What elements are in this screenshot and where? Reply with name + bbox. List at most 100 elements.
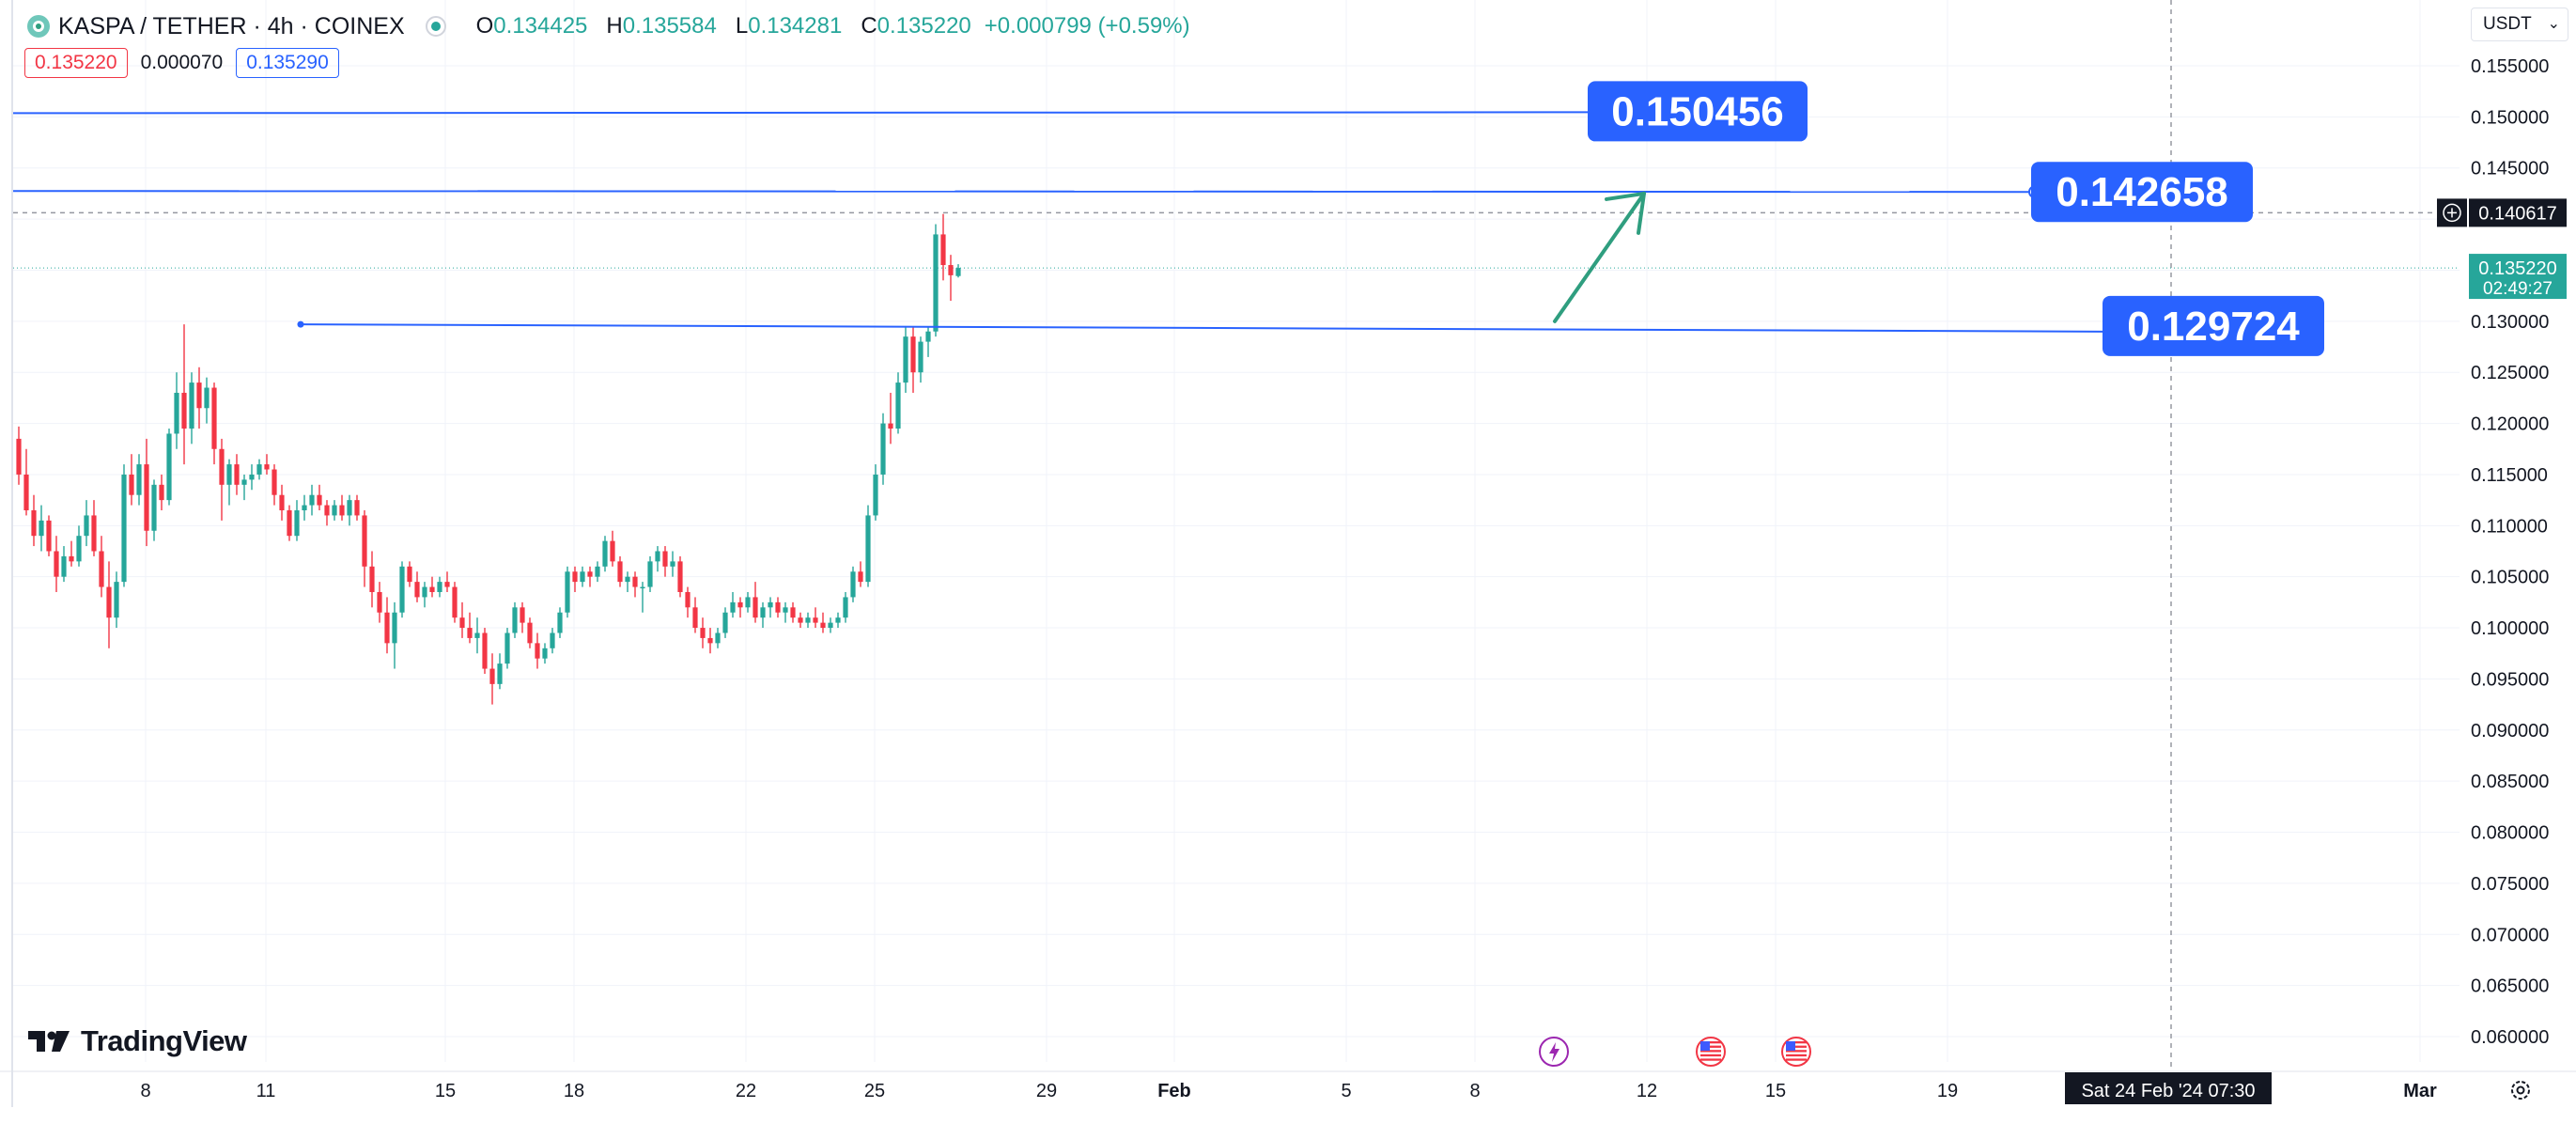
candles bbox=[16, 213, 961, 705]
candle-body bbox=[414, 582, 420, 598]
candle bbox=[91, 500, 97, 556]
candle-body bbox=[302, 505, 307, 511]
candle bbox=[670, 551, 675, 577]
candle bbox=[542, 643, 548, 664]
candle-body bbox=[933, 234, 939, 332]
flag-stripe bbox=[1786, 1050, 1807, 1053]
time-axis[interactable]: 8 11 15 18 22 25 29 Feb 5 8 12 15 19 Mar Sat 24 Feb '2… bbox=[140, 1072, 2530, 1104]
candle-body bbox=[39, 520, 44, 537]
candle-body bbox=[399, 566, 405, 613]
price-axis[interactable]: 0.1550000.1500000.1450000.1400000.135000… bbox=[2437, 56, 2567, 1048]
candle-body bbox=[865, 515, 871, 583]
candle-body bbox=[880, 423, 886, 475]
candle-body bbox=[948, 265, 954, 275]
candle bbox=[775, 597, 781, 618]
candle-body bbox=[339, 505, 345, 516]
candle-body bbox=[858, 571, 863, 583]
bar-countdown-label: 02:49:27 bbox=[2483, 279, 2553, 299]
level-line-low[interactable] bbox=[300, 323, 2105, 333]
candle-body bbox=[820, 622, 826, 629]
flag-canton bbox=[1700, 1041, 1710, 1051]
candle bbox=[174, 372, 179, 449]
level-top-label-text[interactable]: 0.150456 bbox=[1611, 88, 1784, 134]
candle bbox=[166, 429, 172, 506]
candle-body bbox=[204, 387, 209, 409]
candle bbox=[219, 438, 225, 521]
candle-body bbox=[459, 617, 465, 629]
candle-body bbox=[392, 612, 397, 644]
price-tick-label: 0.065000 bbox=[2471, 976, 2549, 997]
symbol-title[interactable]: KASPA / TETHER · 4h · COINEX bbox=[58, 12, 405, 39]
candle bbox=[69, 540, 74, 567]
candle bbox=[610, 530, 615, 567]
lightning-event-icon[interactable] bbox=[1539, 1037, 1569, 1067]
candle bbox=[99, 536, 104, 598]
market-status-icon[interactable] bbox=[425, 16, 446, 37]
candle bbox=[850, 566, 856, 602]
level-line-mid[interactable] bbox=[12, 190, 2036, 194]
drawings[interactable]: 0.150456 0.142658 0.129724 bbox=[12, 81, 2324, 1067]
crosshair-price-bg bbox=[2469, 198, 2567, 227]
level-low-label-text[interactable]: 0.129724 bbox=[2127, 304, 2300, 350]
candle bbox=[377, 582, 382, 623]
sell-price-button[interactable]: 0.135220 bbox=[24, 48, 128, 78]
candle-body bbox=[437, 582, 442, 592]
candle bbox=[309, 484, 315, 516]
candle-body bbox=[940, 234, 946, 266]
price-tick-label: 0.070000 bbox=[2471, 925, 2549, 945]
flag-stripe bbox=[1786, 1041, 1807, 1044]
candle bbox=[933, 224, 939, 337]
settings-gear-icon[interactable] bbox=[2511, 1081, 2530, 1100]
crosshair-time-bg bbox=[2065, 1072, 2272, 1104]
low-label: L bbox=[735, 13, 749, 39]
brand-name: TradingView bbox=[81, 1024, 247, 1057]
crosshair-price-label: 0.140617 bbox=[2478, 203, 2556, 224]
candle bbox=[61, 546, 67, 583]
level-low-label-bg[interactable] bbox=[2103, 295, 2324, 356]
candle bbox=[159, 474, 164, 511]
candle bbox=[287, 505, 292, 541]
candle bbox=[347, 494, 352, 526]
candle bbox=[339, 494, 345, 521]
buy-price-button[interactable]: 0.135290 bbox=[236, 48, 339, 78]
candle bbox=[384, 597, 390, 654]
candle-body bbox=[662, 551, 668, 567]
candle-body bbox=[384, 612, 390, 644]
candle bbox=[565, 566, 570, 618]
price-tick-label: 0.085000 bbox=[2471, 772, 2549, 792]
candle bbox=[489, 653, 495, 705]
level-top-label-bg[interactable] bbox=[1588, 81, 1808, 142]
candle bbox=[873, 464, 878, 521]
candle-body bbox=[753, 597, 758, 618]
candle bbox=[685, 586, 691, 618]
level-anchor-point[interactable] bbox=[297, 320, 304, 328]
candle-body bbox=[617, 561, 623, 583]
price-tick-label: 0.115000 bbox=[2471, 465, 2548, 486]
price-tick-label: 0.090000 bbox=[2471, 721, 2549, 742]
candle-body bbox=[497, 663, 503, 684]
currency-select[interactable]: USDT ⌄ bbox=[2471, 8, 2568, 41]
candle bbox=[865, 505, 871, 587]
candle-body bbox=[655, 551, 660, 562]
candle bbox=[940, 213, 946, 281]
level-mid-label-text[interactable]: 0.142658 bbox=[2056, 169, 2228, 215]
last-price-bg bbox=[2469, 254, 2567, 300]
candle-body bbox=[542, 648, 548, 659]
tradingview-logo[interactable]: TradingView bbox=[28, 1024, 247, 1058]
time-tick-label: 5 bbox=[1341, 1081, 1351, 1101]
high-label: H bbox=[606, 13, 623, 39]
candle bbox=[482, 628, 488, 674]
us-flag-event-icon[interactable] bbox=[1781, 1037, 1811, 1067]
candle bbox=[602, 536, 608, 572]
candle-body bbox=[347, 500, 352, 516]
candle bbox=[241, 474, 247, 501]
candle-body bbox=[76, 536, 82, 562]
candle bbox=[16, 426, 22, 485]
level-line-top[interactable] bbox=[12, 111, 1589, 115]
trend-arrow-line[interactable] bbox=[1553, 191, 1646, 323]
trend-arrow-head[interactable] bbox=[1605, 191, 1646, 235]
candle bbox=[512, 601, 518, 638]
level-mid-label-bg[interactable] bbox=[2031, 162, 2253, 223]
us-flag-event-icon[interactable] bbox=[1696, 1037, 1726, 1067]
